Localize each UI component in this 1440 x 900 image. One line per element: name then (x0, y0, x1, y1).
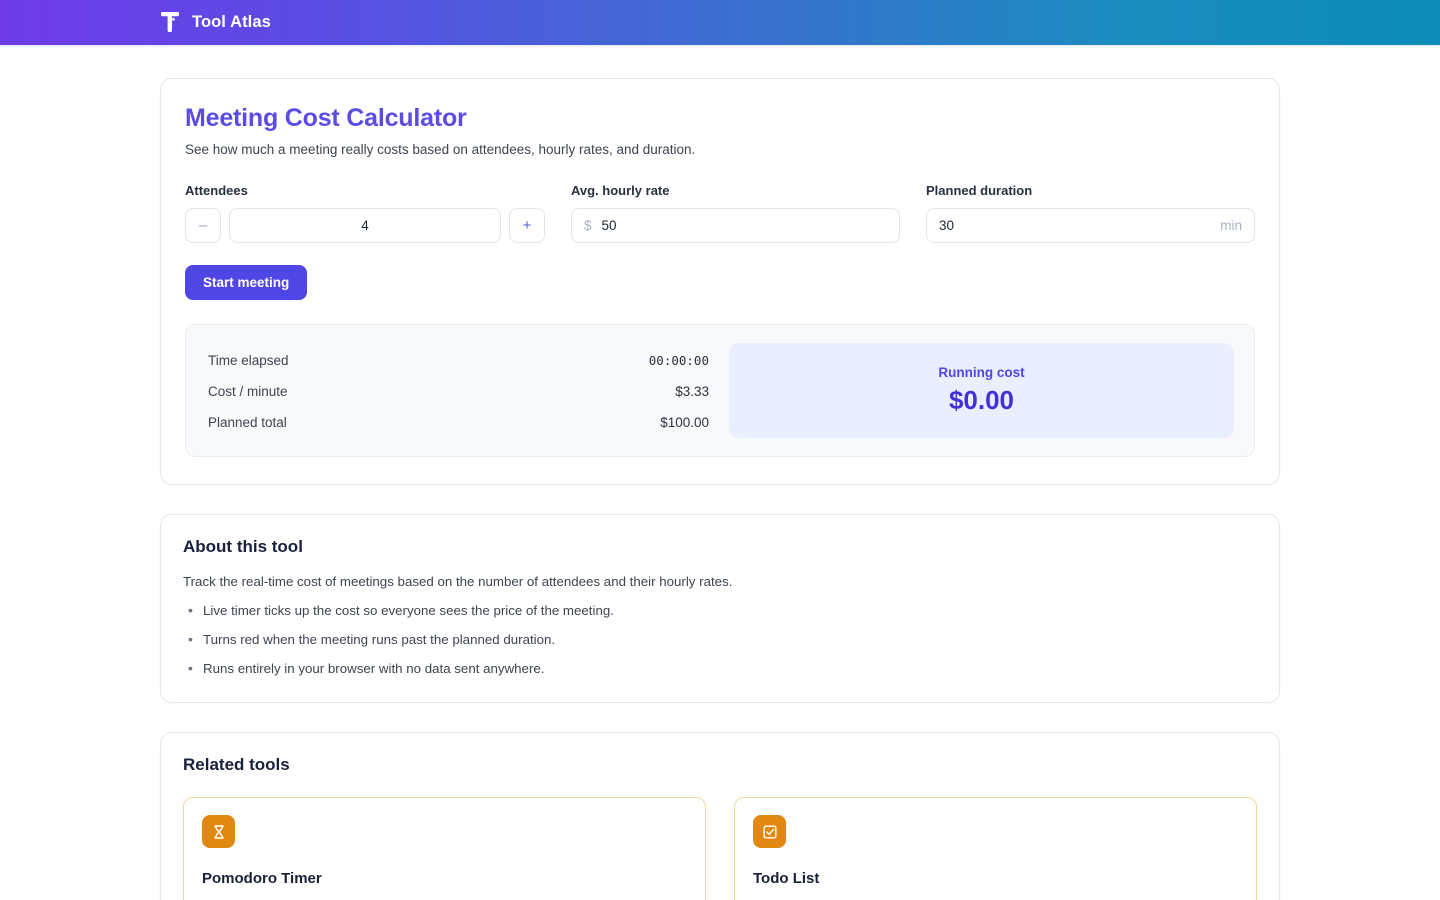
hourly-rate-input[interactable]: $ 50 (571, 208, 900, 243)
meeting-cost-calculator-card: Meeting Cost Calculator See how much a m… (160, 78, 1280, 485)
related-tool-name: Todo List (753, 870, 820, 887)
time-elapsed-value: 00:00:00 (648, 353, 709, 368)
related-tools-title: Related tools (183, 755, 290, 774)
list-item: Runs entirely in your browser with no da… (183, 660, 1257, 676)
page-body: Meeting Cost Calculator See how much a m… (0, 45, 1440, 900)
stat-label: Planned total (208, 415, 287, 430)
brand[interactable]: Tool Atlas (158, 10, 271, 36)
duration-field-group: Planned duration 30 min (926, 183, 1255, 243)
list-item: Live timer ticks up the cost so everyone… (183, 602, 1257, 618)
stat-label: Cost / minute (208, 384, 288, 399)
hourly-rate-value: 50 (601, 218, 617, 233)
attendees-increment-button[interactable]: + (509, 208, 545, 243)
stat-row: Time elapsed 00:00:00 (206, 345, 711, 376)
about-bullet-list: Live timer ticks up the cost so everyone… (183, 602, 1257, 676)
input-fields: Attendees – 4 + Avg. hourly rate $ 50 (185, 183, 1255, 243)
stat-row: Cost / minute $3.33 (206, 376, 711, 407)
meeting-stats-panel: Time elapsed 00:00:00 Cost / minute $3.3… (185, 324, 1255, 457)
stat-row: Planned total $100.00 (206, 407, 711, 438)
related-tool-pomodoro-timer[interactable]: Pomodoro Timer Stay focused with the Pom… (183, 797, 706, 900)
attendees-value: 4 (361, 218, 369, 233)
start-meeting-button[interactable]: Start meeting (185, 265, 308, 300)
list-item: Turns red when the meeting runs past the… (183, 631, 1257, 647)
related-tools-card: Related tools Pomodoro Timer Stay focuse… (160, 732, 1280, 900)
page-title: Meeting Cost Calculator (185, 104, 467, 132)
cost-per-minute-value: $3.33 (675, 384, 709, 399)
currency-icon: $ (584, 218, 592, 233)
stats-list: Time elapsed 00:00:00 Cost / minute $3.3… (206, 343, 711, 438)
brand-name: Tool Atlas (192, 13, 271, 31)
checkbox-checked-icon (753, 815, 786, 848)
running-cost-panel: Running cost $0.00 (729, 343, 1234, 438)
attendees-label: Attendees (185, 183, 248, 198)
duration-input[interactable]: 30 min (926, 208, 1255, 243)
attendees-stepper: – 4 + (185, 208, 545, 243)
attendees-decrement-button[interactable]: – (185, 208, 221, 243)
about-this-tool-card: About this tool Track the real-time cost… (160, 514, 1280, 703)
about-title: About this tool (183, 537, 303, 556)
planned-total-value: $100.00 (660, 415, 709, 430)
duration-label: Planned duration (926, 183, 1033, 198)
attendees-field-group: Attendees – 4 + (185, 183, 545, 243)
stat-label: Time elapsed (208, 353, 289, 368)
page-subtitle: See how much a meeting really costs base… (185, 142, 696, 157)
attendees-input[interactable]: 4 (229, 208, 501, 243)
related-tool-name: Pomodoro Timer (202, 870, 322, 887)
related-tool-todo-list[interactable]: Todo List Keep track of tasks with a sim… (734, 797, 1257, 900)
duration-value: 30 (939, 218, 955, 233)
hourly-rate-field-group: Avg. hourly rate $ 50 (571, 183, 900, 243)
about-intro: Track the real-time cost of meetings bas… (183, 574, 733, 589)
running-cost-value: $0.00 (948, 385, 1015, 415)
running-cost-label: Running cost (938, 365, 1025, 380)
duration-unit: min (1220, 218, 1242, 233)
related-tools-grid: Pomodoro Timer Stay focused with the Pom… (183, 797, 1257, 900)
app-header: Tool Atlas (0, 0, 1440, 45)
tool-atlas-logo-icon (158, 10, 182, 36)
hourglass-icon (202, 815, 235, 848)
hourly-rate-label: Avg. hourly rate (571, 183, 670, 198)
